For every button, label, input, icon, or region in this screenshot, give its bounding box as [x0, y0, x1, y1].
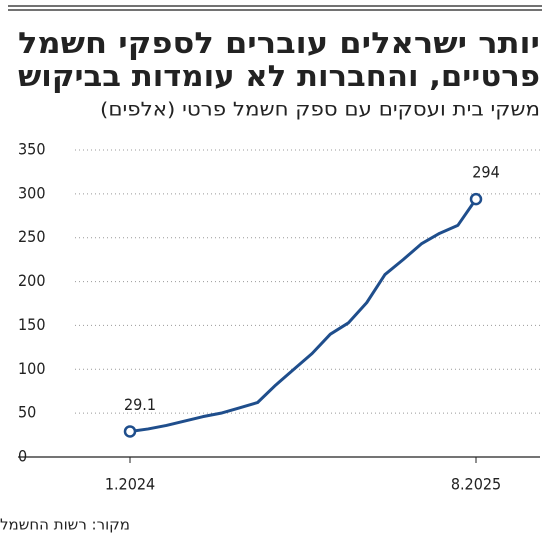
chart-title: יותר ישראלים עוברים לספקי חשמל	[18, 26, 540, 60]
y-tick-label: 300	[18, 183, 45, 202]
data-label: 29.1	[124, 395, 156, 414]
data-line	[129, 198, 478, 433]
data-label: 294	[472, 163, 499, 182]
source: מקור: רשות החשמל	[0, 516, 130, 534]
y-tick-label: 150	[18, 315, 45, 334]
chart-subtitle: משקי בית ועסקים עם ספק חשמל פרטי (אלפים)	[100, 99, 540, 121]
point-marker	[469, 192, 483, 206]
x-tick-label: 1.2024	[105, 475, 155, 494]
chart-title: פרטיים, והחברות לא עומדות בביקוש	[18, 59, 540, 93]
y-tick-label: 50	[18, 403, 36, 422]
x-tick-label: 8.2025	[451, 475, 501, 494]
y-tick-label: 350	[18, 140, 45, 159]
y-tick-label: 200	[18, 271, 45, 290]
y-tick-label: 100	[18, 359, 45, 378]
point-marker	[123, 425, 137, 438]
y-tick-label: 250	[18, 227, 45, 246]
y-tick-label: 0	[18, 447, 27, 466]
